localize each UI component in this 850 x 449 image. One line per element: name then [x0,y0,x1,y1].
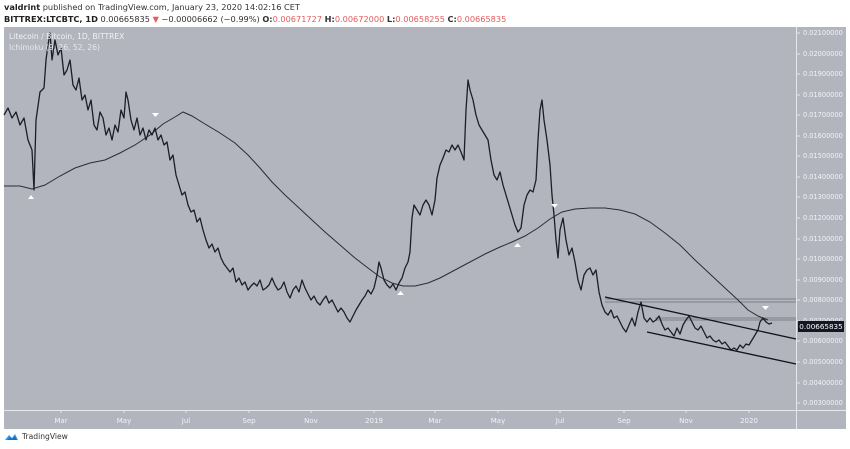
price-axis-ticks [797,32,800,404]
price-tick: 0.01400000 [803,173,843,181]
horizontal-levels [605,298,796,321]
close-label: C: [447,14,457,24]
up-marker-icon [514,243,521,247]
moving-average-line [4,111,769,321]
publish-text: published on TradingView.com, January 23… [42,2,300,12]
open-label: O: [262,14,273,24]
down-marker-icon [762,306,769,310]
price-tick: 0.01200000 [803,214,843,222]
tradingview-cloud-icon [5,434,18,440]
price-tick: 0.01300000 [803,193,843,201]
symbol-label: BITTREX:LTCBTC, 1D [4,14,98,24]
time-tick: Mar [54,417,68,425]
close-value: 0.00665835 [456,14,507,24]
last-price: 0.00665835 [100,14,150,24]
last-price-tag: 0.00665835 [798,321,844,332]
time-tick: Sep [242,417,256,425]
time-axis-pane [4,411,846,429]
indicator-legend[interactable]: Ichimoku (9, 26, 52, 26) [9,43,100,52]
time-tick: Nov [679,417,693,425]
high-label: H: [324,14,335,24]
price-tick: 0.00400000 [803,379,843,387]
price-tick: 0.00500000 [803,358,843,366]
time-axis-ticks [60,411,750,413]
time-tick: Sep [617,417,631,425]
up-marker-icon [28,195,34,199]
price-tick: 0.01700000 [803,111,843,119]
price-tick: 0.01500000 [803,152,843,160]
publish-info: valdrint published on TradingView.com, J… [4,2,300,12]
up-marker-icon [397,291,404,295]
price-chart[interactable] [0,0,850,430]
time-tick: May [490,417,506,425]
price-series-line [3,32,773,351]
down-arrow-icon: ▼ [152,14,159,24]
time-tick: Jul [555,417,565,425]
high-value: 0.00672000 [334,14,385,24]
price-tick: 0.01000000 [803,255,843,263]
low-label: L: [386,14,396,24]
author-name[interactable]: valdrint [4,2,41,12]
price-tick: 0.02100000 [803,29,843,37]
down-marker-icon [551,204,558,208]
tradingview-footer[interactable]: TradingView [4,432,68,441]
price-tick: 0.00800000 [803,296,843,304]
time-tick: 2019 [365,417,383,425]
price-tick: 0.01900000 [803,70,843,78]
price-change: −0.00006662 (−0.99%) [161,14,260,24]
price-tick: 0.02000000 [803,50,843,58]
signal-markers [28,113,769,310]
price-tick: 0.01100000 [803,235,843,243]
price-tick: 0.01600000 [803,132,843,140]
tradingview-brand: TradingView [22,432,68,441]
down-marker-icon [152,113,159,117]
symbol-info-bar: BITTREX:LTCBTC, 1D 0.00665835 ▼ −0.00006… [4,14,506,24]
open-value: 0.00671727 [272,14,323,24]
time-tick: May [116,417,132,425]
time-tick: Mar [428,417,442,425]
time-tick: Nov [304,417,318,425]
price-tick: 0.00900000 [803,276,843,284]
price-axis-pane [797,27,846,410]
descending-channel [604,296,797,365]
low-value: 0.00658255 [395,14,445,24]
time-tick: Jul [181,417,191,425]
price-tick: 0.01800000 [803,91,843,99]
price-tick: 0.00600000 [803,337,843,345]
time-tick: 2020 [740,417,758,425]
price-tick: 0.00300000 [803,399,843,407]
series-legend[interactable]: Litecoin / Bitcoin, 1D, BITTREX [9,32,125,41]
chart-pane [4,27,796,410]
